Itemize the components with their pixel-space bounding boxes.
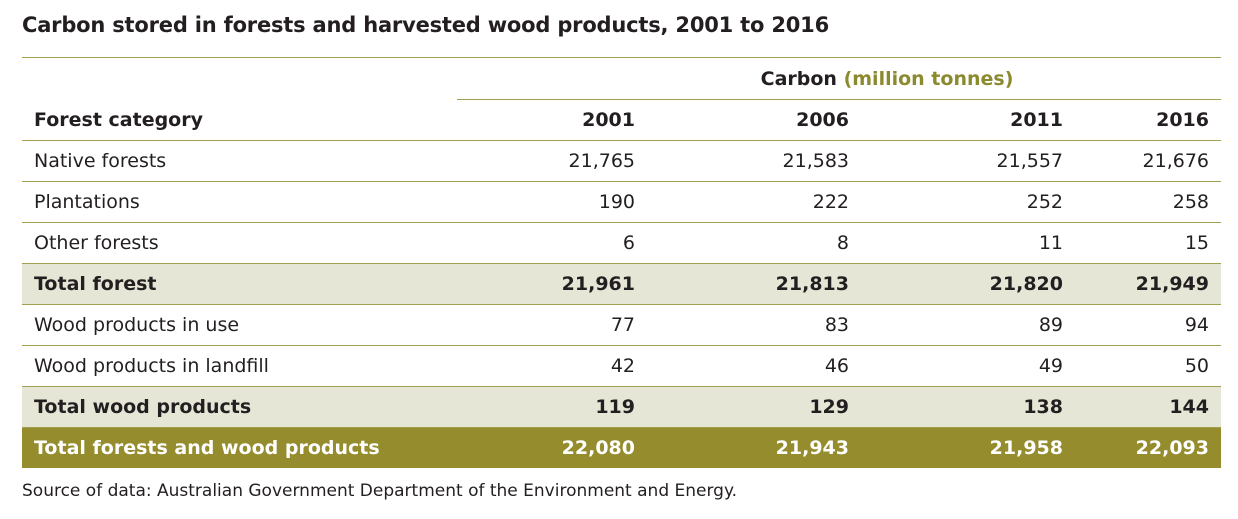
cell-value: 21,813 <box>647 263 861 305</box>
cell-value: 50 <box>1075 345 1221 387</box>
cell-value: 144 <box>1075 386 1221 428</box>
cell-value: 8 <box>647 222 861 264</box>
cell-value: 21,949 <box>1075 263 1221 305</box>
grand-total-row: Total forests and wood products 22,080 21,… <box>22 427 1221 468</box>
cell-value: 94 <box>1075 304 1221 346</box>
row-label: Wood products in landfill <box>22 345 457 387</box>
year-header: 2011 <box>861 99 1075 141</box>
table-row: Wood products in landfill 42 46 49 50 <box>22 345 1221 387</box>
row-label: Plantations <box>22 181 457 223</box>
cell-value: 21,961 <box>457 263 647 305</box>
cell-value: 21,583 <box>647 140 861 182</box>
table-row: Native forests 21,765 21,583 21,557 21,676 <box>22 140 1221 182</box>
cell-value: 46 <box>647 345 861 387</box>
cell-value: 89 <box>861 304 1075 346</box>
cell-value: 21,676 <box>1075 140 1221 182</box>
cell-value: 22,080 <box>457 427 647 468</box>
cell-value: 21,765 <box>457 140 647 182</box>
subtotal-row: Total wood products 119 129 138 144 <box>22 386 1221 428</box>
cell-value: 15 <box>1075 222 1221 264</box>
cell-value: 21,557 <box>861 140 1075 182</box>
subtotal-row: Total forest 21,961 21,813 21,820 21,949 <box>22 263 1221 305</box>
year-header: 2001 <box>457 99 647 141</box>
source-note: Source of data: Australian Government De… <box>22 481 738 501</box>
row-label: Native forests <box>22 140 457 182</box>
group-header-spacer <box>22 57 457 100</box>
table-row: Wood products in use 77 83 89 94 <box>22 304 1221 346</box>
cell-value: 190 <box>457 181 647 223</box>
cell-value: 222 <box>647 181 861 223</box>
cell-value: 258 <box>1075 181 1221 223</box>
year-header: 2016 <box>1075 99 1221 141</box>
cell-value: 21,958 <box>861 427 1075 468</box>
carbon-group-header: Carbon (million tonnes) <box>457 57 1221 100</box>
cell-value: 129 <box>647 386 861 428</box>
table-title: Carbon stored in forests and harvested w… <box>22 13 829 37</box>
group-label: Carbon <box>760 67 837 90</box>
cell-value: 11 <box>861 222 1075 264</box>
group-unit: (million tonnes) <box>843 67 1014 90</box>
cell-value: 77 <box>457 304 647 346</box>
column-header-row: Forest category 2001 2006 2011 2016 <box>22 99 1221 141</box>
cell-value: 21,943 <box>647 427 861 468</box>
group-header-row: Carbon (million tonnes) <box>22 57 1221 100</box>
row-label: Total forests and wood products <box>22 427 457 468</box>
row-label: Total wood products <box>22 386 457 428</box>
cell-value: 83 <box>647 304 861 346</box>
cell-value: 21,820 <box>861 263 1075 305</box>
cell-value: 138 <box>861 386 1075 428</box>
row-label: Other forests <box>22 222 457 264</box>
cell-value: 49 <box>861 345 1075 387</box>
cell-value: 252 <box>861 181 1075 223</box>
year-header: 2006 <box>647 99 861 141</box>
carbon-table-container: Carbon (million tonnes) Forest category … <box>22 57 1221 468</box>
table-row: Other forests 6 8 11 15 <box>22 222 1221 264</box>
cell-value: 119 <box>457 386 647 428</box>
row-label: Total forest <box>22 263 457 305</box>
table-body: Native forests 21,765 21,583 21,557 21,676 Pl… <box>22 140 1221 468</box>
cell-value: 6 <box>457 222 647 264</box>
category-header: Forest category <box>22 99 457 141</box>
cell-value: 42 <box>457 345 647 387</box>
cell-value: 22,093 <box>1075 427 1221 468</box>
carbon-table: Carbon (million tonnes) Forest category … <box>22 57 1221 468</box>
table-row: Plantations 190 222 252 258 <box>22 181 1221 223</box>
row-label: Wood products in use <box>22 304 457 346</box>
